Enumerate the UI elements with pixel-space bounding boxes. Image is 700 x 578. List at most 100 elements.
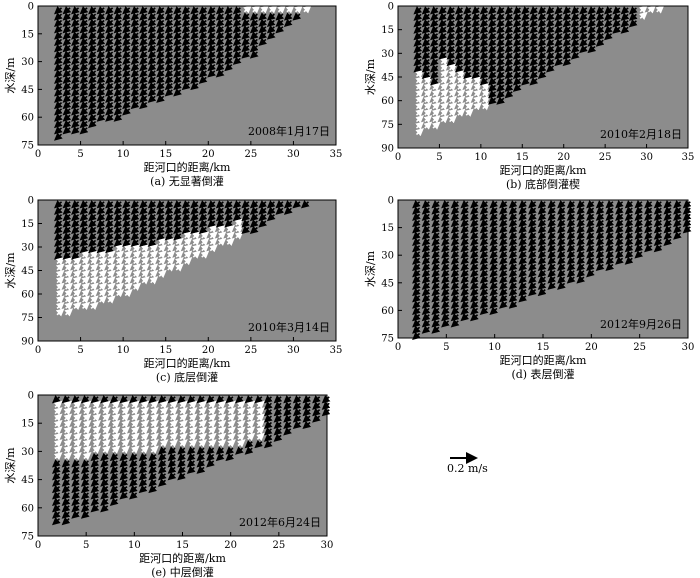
seaward-arrow bbox=[156, 50, 165, 59]
seaward-arrow bbox=[232, 6, 242, 15]
x-tick-label: 10 bbox=[117, 149, 130, 160]
seaward-arrow bbox=[79, 69, 89, 78]
seaward-arrow bbox=[595, 25, 605, 34]
x-tick-label: 25 bbox=[244, 149, 257, 160]
seaward-arrow bbox=[147, 50, 157, 59]
x-tick-label: 30 bbox=[287, 345, 300, 356]
seaward-arrow bbox=[105, 50, 114, 59]
seaward-arrow bbox=[471, 12, 481, 21]
x-tick-label: 5 bbox=[83, 540, 89, 551]
seaward-arrow bbox=[463, 44, 472, 54]
seaward-arrow bbox=[413, 31, 423, 41]
seaward-arrow bbox=[496, 77, 505, 86]
landward-arrow bbox=[440, 95, 449, 104]
seaward-arrow bbox=[488, 19, 497, 28]
seaward-arrow bbox=[79, 107, 89, 116]
seaward-arrow bbox=[147, 6, 157, 15]
seaward-arrow bbox=[479, 25, 489, 34]
seaward-arrow bbox=[71, 37, 80, 46]
seaward-arrow bbox=[430, 25, 439, 34]
seaward-arrow bbox=[628, 6, 638, 15]
seaward-arrow bbox=[79, 31, 89, 40]
seaward-arrow bbox=[173, 6, 182, 15]
seaward-arrow bbox=[147, 37, 157, 46]
seaward-arrow bbox=[96, 69, 106, 78]
seaward-arrow bbox=[130, 69, 140, 78]
landward-arrow bbox=[423, 115, 433, 124]
seaward-arrow bbox=[463, 25, 472, 34]
seaward-arrow bbox=[562, 44, 572, 54]
seaward-arrow bbox=[579, 12, 588, 21]
seaward-arrow bbox=[122, 31, 131, 40]
seaward-arrow bbox=[258, 12, 268, 21]
seaward-arrow bbox=[454, 19, 464, 28]
seaward-arrow bbox=[139, 100, 148, 110]
seaward-arrow bbox=[504, 70, 514, 79]
seaward-arrow bbox=[595, 12, 605, 21]
seaward-arrow bbox=[241, 44, 250, 53]
seaward-arrow bbox=[620, 12, 630, 21]
seaward-arrow bbox=[54, 251, 63, 260]
landward-arrow bbox=[440, 108, 449, 117]
seaward-arrow bbox=[421, 51, 431, 60]
seaward-arrow bbox=[413, 6, 423, 15]
landward-arrow bbox=[415, 127, 424, 137]
landward-arrow bbox=[423, 102, 433, 111]
seaward-arrow bbox=[79, 81, 89, 91]
seaward-arrow bbox=[454, 57, 464, 67]
seaward-arrow bbox=[164, 25, 174, 34]
seaward-arrow bbox=[512, 51, 522, 60]
seaward-arrow bbox=[164, 69, 174, 78]
seaward-arrow bbox=[79, 119, 89, 129]
seaward-arrow bbox=[139, 12, 148, 21]
x-tick-label: 35 bbox=[682, 152, 695, 163]
seaward-arrow bbox=[224, 37, 233, 46]
seaward-arrow bbox=[413, 19, 423, 28]
seaward-arrow bbox=[587, 31, 597, 41]
seaward-arrow bbox=[173, 75, 182, 84]
seaward-arrow bbox=[190, 75, 199, 84]
seaward-arrow bbox=[173, 44, 182, 53]
seaward-arrow bbox=[198, 37, 208, 46]
seaward-arrow bbox=[96, 31, 106, 40]
seaward-arrow bbox=[105, 37, 114, 46]
seaward-arrow bbox=[173, 37, 182, 46]
landward-arrow bbox=[55, 301, 65, 311]
seaward-arrow bbox=[198, 31, 208, 40]
seaward-arrow bbox=[156, 75, 165, 84]
x-tick-label: 10 bbox=[117, 345, 130, 356]
seaward-arrow bbox=[479, 51, 489, 60]
seaward-arrow bbox=[54, 25, 63, 34]
seaward-arrow bbox=[207, 62, 216, 72]
seaward-arrow bbox=[546, 51, 555, 60]
seaward-arrow bbox=[266, 12, 276, 21]
seaward-arrow bbox=[139, 44, 148, 53]
landward-arrow bbox=[55, 269, 65, 279]
seaward-arrow bbox=[496, 57, 505, 67]
seaward-arrow bbox=[454, 44, 464, 54]
seaward-arrow bbox=[504, 44, 514, 54]
landward-arrow bbox=[285, 5, 295, 14]
seaward-arrow bbox=[224, 25, 233, 34]
landward-arrow bbox=[55, 276, 65, 285]
seaward-arrow bbox=[471, 31, 481, 41]
landward-arrow bbox=[268, 5, 278, 14]
seaward-arrow bbox=[496, 38, 505, 47]
seaward-arrow bbox=[546, 12, 555, 21]
seaward-arrow bbox=[54, 44, 63, 53]
seaward-arrow bbox=[529, 44, 539, 54]
seaward-arrow bbox=[164, 6, 174, 15]
seaward-arrow bbox=[181, 69, 191, 78]
x-tick-label: 20 bbox=[224, 540, 237, 551]
y-tick-label: 75 bbox=[21, 141, 34, 152]
seaward-arrow bbox=[79, 37, 89, 46]
seaward-arrow bbox=[96, 56, 106, 65]
seaward-arrow bbox=[181, 75, 191, 84]
landward-arrow bbox=[440, 63, 449, 72]
seaward-arrow bbox=[421, 38, 431, 47]
seaward-arrow bbox=[249, 37, 259, 46]
landward-arrow bbox=[456, 95, 466, 104]
seaward-arrow bbox=[62, 200, 72, 209]
seaward-arrow bbox=[122, 37, 131, 46]
seaward-arrow bbox=[71, 50, 80, 59]
